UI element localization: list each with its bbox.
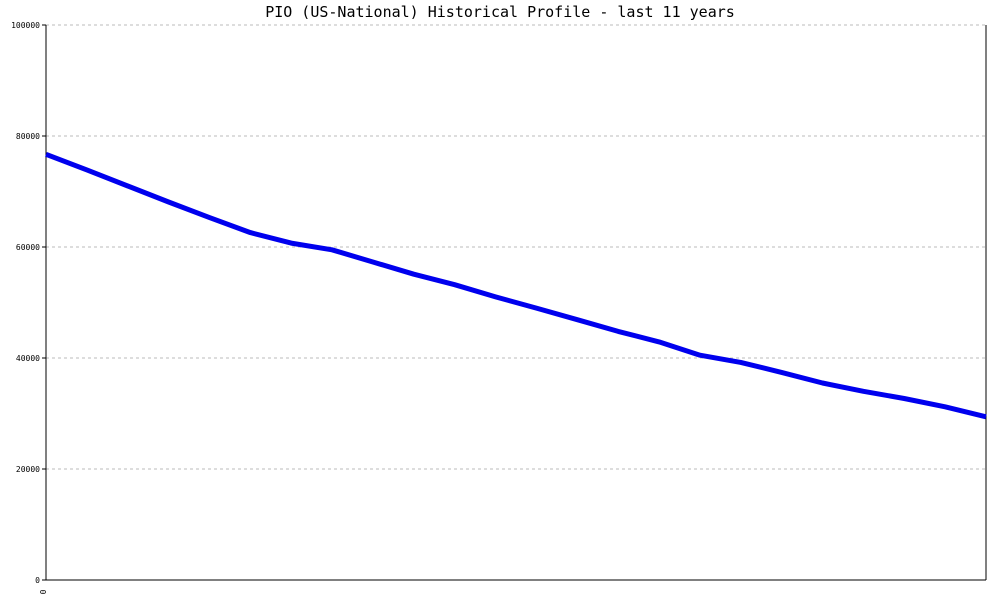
y-tick-label: 80000 bbox=[16, 132, 40, 141]
y-tick-label: 40000 bbox=[16, 354, 40, 363]
axes bbox=[45, 25, 987, 581]
x-tick-label: 0 bbox=[39, 589, 48, 594]
grid-layer bbox=[46, 24, 986, 470]
y-tick-label: 60000 bbox=[16, 243, 40, 252]
y-tick-label: 20000 bbox=[16, 465, 40, 474]
series-layer bbox=[45, 151, 987, 420]
y-tick-label: 0 bbox=[35, 576, 40, 585]
chart-title: PIO (US-National) Historical Profile - l… bbox=[265, 3, 735, 21]
series-line bbox=[45, 151, 987, 420]
y-tick-labels: 0 20000 40000 60000 80000 100000 0 bbox=[11, 21, 48, 594]
y-tick-label: 100000 bbox=[11, 21, 40, 30]
